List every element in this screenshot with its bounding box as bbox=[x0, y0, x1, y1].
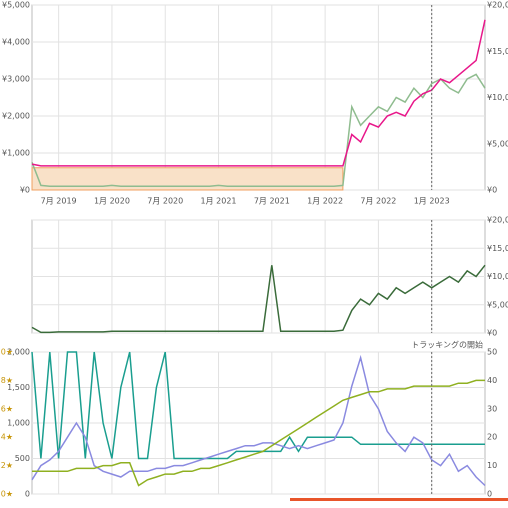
y2-tick-label: ¥20,000 bbox=[487, 216, 508, 225]
y2-tick-label: 10 bbox=[487, 461, 497, 470]
y-tick-label: ¥1,000 bbox=[2, 149, 30, 158]
y-tick-label: 2,000 bbox=[7, 348, 30, 357]
annotation: トラッキングの開始 bbox=[411, 340, 483, 350]
rating-tick-label: 4.4★ bbox=[0, 433, 13, 442]
x-tick-label: 1月 2023 bbox=[414, 197, 450, 206]
line bbox=[31, 354, 486, 487]
x-tick-label: 7月 2020 bbox=[147, 197, 183, 206]
rating-tick-label: 5.0★ bbox=[0, 348, 13, 357]
x-tick-label: 1月 2021 bbox=[201, 197, 237, 206]
y-tick-label: ¥0 bbox=[20, 186, 30, 195]
line bbox=[31, 264, 486, 334]
y2-tick-label: 20 bbox=[487, 433, 497, 442]
x-tick-label: 7月 2022 bbox=[360, 197, 396, 206]
y-tick-label: ¥2,000 bbox=[2, 112, 30, 121]
rating-tick-label: 4.2★ bbox=[0, 461, 13, 470]
rating-tick-label: 4.6★ bbox=[0, 404, 13, 413]
line bbox=[31, 19, 486, 167]
y2-tick-label: 0 bbox=[487, 490, 492, 499]
y2-tick-label: ¥0 bbox=[487, 329, 497, 338]
y2-tick-label: ¥20,000 bbox=[487, 1, 508, 10]
y2-tick-label: ¥15,000 bbox=[487, 47, 508, 56]
plot-area bbox=[31, 4, 486, 191]
x-tick-label: 7月 2019 bbox=[41, 197, 77, 206]
x-tick-label: 1月 2020 bbox=[94, 197, 130, 206]
y-tick-label: 1,000 bbox=[7, 419, 30, 428]
x-tick-label: 7月 2021 bbox=[254, 197, 290, 206]
y2-tick-label: ¥5,000 bbox=[487, 300, 508, 309]
y2-tick-label: ¥15,000 bbox=[487, 244, 508, 253]
line bbox=[31, 73, 486, 188]
progress-bar bbox=[290, 498, 508, 501]
y-tick-label: 1,500 bbox=[7, 383, 30, 392]
y2-tick-label: 30 bbox=[487, 404, 497, 413]
y-tick-label: ¥5,000 bbox=[2, 1, 30, 10]
rating-tick-label: 4.0★ bbox=[0, 490, 13, 499]
y2-tick-label: 50 bbox=[487, 348, 497, 357]
line bbox=[32, 379, 485, 487]
y2-tick-label: ¥5,000 bbox=[487, 139, 508, 148]
y-tick-label: ¥4,000 bbox=[2, 38, 30, 47]
y2-tick-label: 40 bbox=[487, 376, 497, 385]
y2-tick-label: ¥10,000 bbox=[487, 272, 508, 281]
y-tick-label: ¥3,000 bbox=[2, 75, 30, 84]
area bbox=[31, 167, 344, 191]
y2-tick-label: ¥0 bbox=[487, 186, 497, 195]
rating-tick-label: 4.8★ bbox=[0, 376, 13, 385]
y-tick-label: 500 bbox=[15, 454, 30, 463]
y-tick-label: 0 bbox=[25, 490, 30, 499]
x-tick-label: 1月 2022 bbox=[307, 197, 343, 206]
y2-tick-label: ¥10,000 bbox=[487, 93, 508, 102]
